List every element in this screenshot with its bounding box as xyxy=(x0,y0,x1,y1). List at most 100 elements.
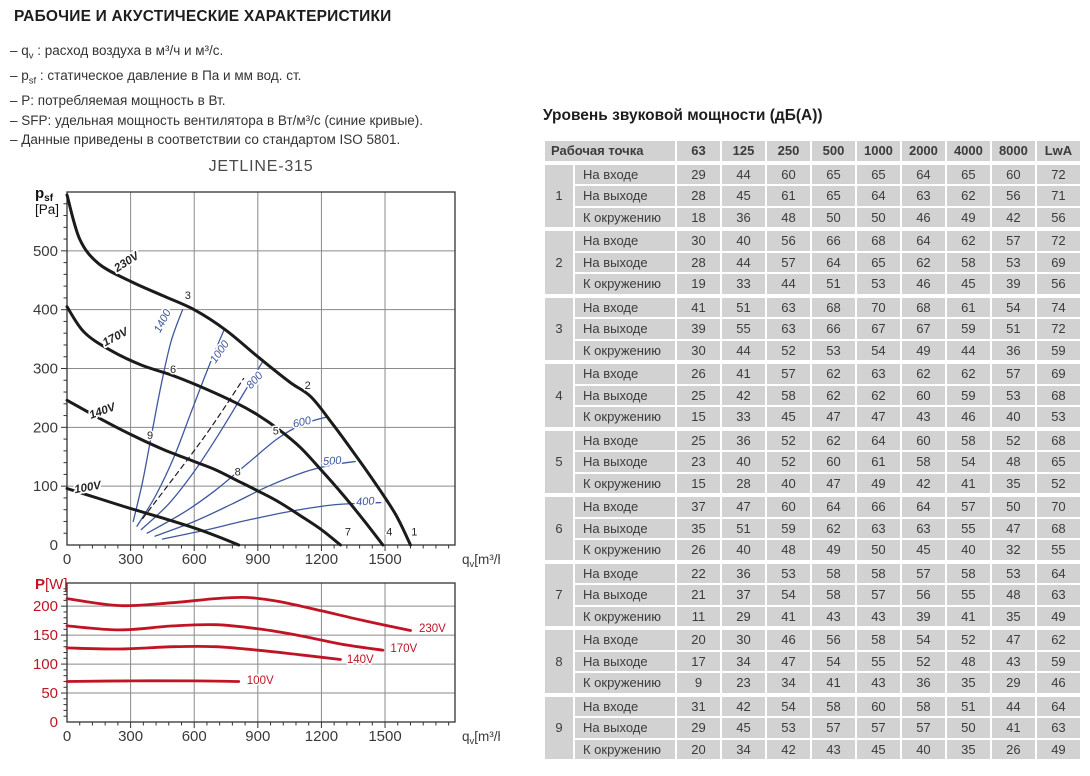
curve-label-170V: 170V xyxy=(390,643,417,655)
value-cell: 41 xyxy=(946,473,990,493)
row-label: На выходе xyxy=(575,452,676,472)
value-cell: 63 xyxy=(856,362,900,384)
value-cell: 62 xyxy=(811,385,855,405)
working-point-number: 6 xyxy=(545,495,573,560)
row-label: На выходе xyxy=(575,518,676,538)
value-cell: 22 xyxy=(677,561,720,583)
fan-chart-title: JETLINE-315 xyxy=(208,158,314,175)
value-cell: 51 xyxy=(991,319,1035,339)
value-cell: 57 xyxy=(901,718,945,738)
value-cell: 58 xyxy=(901,694,945,716)
power-chart: 0 300 600 900 1200 1500 0 50 100 150 200 qv[m³/h] P[… xyxy=(33,578,500,747)
value-cell: 28 xyxy=(722,473,765,493)
value-cell: 29 xyxy=(677,718,720,738)
value-cell: 58 xyxy=(811,585,855,605)
value-cell: 52 xyxy=(1036,473,1080,493)
value-cell: 68 xyxy=(1036,518,1080,538)
value-cell: 63 xyxy=(766,319,810,339)
value-cell: 62 xyxy=(946,186,990,206)
x-tick-label: 900 xyxy=(245,551,270,568)
value-cell: 65 xyxy=(946,162,990,184)
value-cell: 61 xyxy=(766,186,810,206)
value-cell: 36 xyxy=(722,207,765,227)
row-label: На выходе xyxy=(575,252,676,272)
value-cell: 65 xyxy=(856,252,900,272)
value-cell: 59 xyxy=(1036,340,1080,360)
value-cell: 71 xyxy=(1036,186,1080,206)
value-cell: 43 xyxy=(991,651,1035,671)
value-cell: 74 xyxy=(1036,295,1080,317)
value-cell: 34 xyxy=(722,651,765,671)
value-cell: 11 xyxy=(677,606,720,626)
value-cell: 33 xyxy=(722,407,765,427)
value-cell: 64 xyxy=(901,495,945,517)
value-cell: 21 xyxy=(677,585,720,605)
y-tick-label: 100 xyxy=(33,478,58,495)
value-cell: 42 xyxy=(766,739,810,759)
value-cell: 55 xyxy=(1036,540,1080,560)
table-row: 2 На входе 30 40 56 66 68 64 62 57 72 xyxy=(545,229,1080,294)
value-cell: 58 xyxy=(901,452,945,472)
curve-SFP-1400 xyxy=(132,309,184,523)
value-cell: 56 xyxy=(766,229,810,251)
table-row: На выходе 39 55 63 66 67 67 59 51 72 xyxy=(545,319,1080,339)
value-cell: 47 xyxy=(811,473,855,493)
value-cell: 46 xyxy=(1036,673,1080,693)
value-cell: 58 xyxy=(946,561,990,583)
page-title: РАБОЧИЕ И АКУСТИЧЕСКИЕ ХАРАКТЕРИСТИКИ xyxy=(14,8,392,25)
value-cell: 60 xyxy=(856,694,900,716)
curve-label-3: 3 xyxy=(185,290,191,302)
y-tick-label: 400 xyxy=(33,302,58,319)
working-point-number: 4 xyxy=(545,362,573,427)
value-cell: 57 xyxy=(946,495,990,517)
curve-label-500: 500 xyxy=(323,455,343,468)
value-cell: 46 xyxy=(766,628,810,650)
notes-list: – qv : расход воздуха в м³/ч и м³/с. – ps… xyxy=(10,41,423,150)
value-cell: 53 xyxy=(991,252,1035,272)
value-cell: 43 xyxy=(811,606,855,626)
value-cell: 72 xyxy=(1036,162,1080,184)
value-cell: 29 xyxy=(991,673,1035,693)
value-cell: 64 xyxy=(901,229,945,251)
value-cell: 62 xyxy=(946,229,990,251)
note-line: – psf : статическое давление в Па и мм в… xyxy=(10,68,302,87)
value-cell: 51 xyxy=(811,274,855,294)
value-cell: 59 xyxy=(766,518,810,538)
x-axis-unit-label: qv[m³/h] xyxy=(462,552,500,570)
value-cell: 55 xyxy=(856,651,900,671)
x-tick-label: 1500 xyxy=(368,728,401,745)
curve-label-230V: 230V xyxy=(111,249,142,275)
curve-P-170V xyxy=(65,623,385,652)
table-row: К окружению 11 29 41 43 43 39 41 35 49 xyxy=(545,606,1080,626)
table-row: К окружению 26 40 48 49 50 45 40 32 55 xyxy=(545,540,1080,560)
curve-140V xyxy=(65,398,342,547)
curve-SFP-600 xyxy=(146,416,329,534)
curve-label-600: 600 xyxy=(292,414,314,430)
freq-header: 250 xyxy=(766,141,810,161)
value-cell: 57 xyxy=(856,718,900,738)
value-cell: 53 xyxy=(991,561,1035,583)
value-cell: 64 xyxy=(1036,561,1080,583)
value-cell: 42 xyxy=(722,385,765,405)
value-cell: 72 xyxy=(1036,229,1080,251)
value-cell: 56 xyxy=(991,186,1035,206)
value-cell: 58 xyxy=(856,628,900,650)
sound-table-title: Уровень звуковой мощности (дБ(А)) xyxy=(543,107,823,124)
value-cell: 37 xyxy=(722,585,765,605)
value-cell: 62 xyxy=(1036,628,1080,650)
value-cell: 43 xyxy=(856,673,900,693)
y-axis-unit-label: P[W] xyxy=(35,578,68,593)
value-cell: 36 xyxy=(991,340,1035,360)
note-line: – P: потребляемая мощность в Вт. xyxy=(10,93,226,109)
table-row: На выходе 29 45 53 57 57 57 50 41 63 xyxy=(545,718,1080,738)
row-label: На входе xyxy=(575,561,676,583)
note-line: – Данные приведены в соответствии со ста… xyxy=(10,132,401,148)
sound-power-table: Рабочая точка 63 125 250 500 1000 2000 4000 8000… xyxy=(543,139,1082,761)
value-cell: 52 xyxy=(991,428,1035,450)
value-cell: 57 xyxy=(811,718,855,738)
value-cell: 54 xyxy=(946,452,990,472)
curve-P-100V xyxy=(65,679,241,683)
freq-header: 125 xyxy=(722,141,765,161)
value-cell: 46 xyxy=(901,274,945,294)
value-cell: 72 xyxy=(1036,319,1080,339)
